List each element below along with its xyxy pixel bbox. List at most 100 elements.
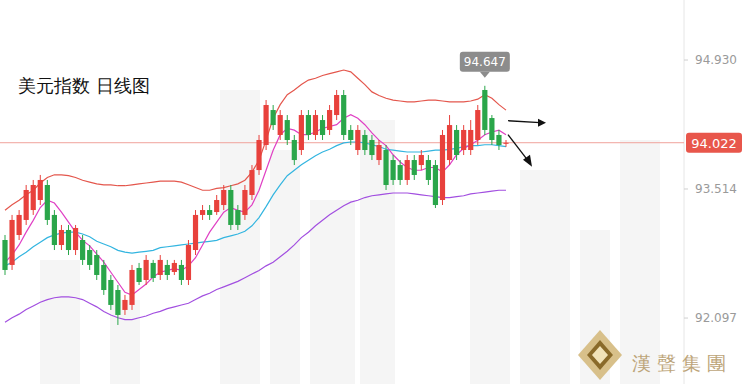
- candle-body: [419, 155, 424, 165]
- candle-body: [341, 95, 346, 135]
- candle-body: [193, 215, 198, 250]
- building: [310, 200, 355, 384]
- candle-body: [94, 255, 99, 275]
- candle-body: [334, 95, 339, 115]
- candle-body: [66, 230, 71, 250]
- candle-body: [263, 105, 268, 145]
- y-tick: [684, 60, 688, 61]
- candle-body: [503, 143, 508, 144]
- candle-body: [214, 200, 219, 212]
- candle-body: [101, 265, 106, 290]
- candle-body: [122, 300, 127, 310]
- candle-body: [221, 190, 226, 205]
- candle-body: [108, 280, 113, 305]
- candle-body: [475, 110, 480, 140]
- candle-body: [299, 115, 304, 150]
- candle-body: [256, 140, 261, 170]
- logo-inner: [587, 340, 613, 370]
- band-line: [5, 142, 506, 266]
- candle-body: [172, 263, 177, 272]
- high-label-box: [460, 52, 510, 72]
- y-tick-label: 92.097: [695, 311, 737, 325]
- logo-diamond: [578, 330, 622, 380]
- building: [470, 210, 510, 384]
- chart-wrap: 94.93093.51492.09794.64794.022漢聲集團美元指数 日…: [0, 0, 742, 384]
- candle-body: [207, 210, 212, 215]
- candle-body: [376, 145, 381, 160]
- candle-body: [2, 240, 7, 270]
- building: [620, 140, 660, 384]
- building: [360, 120, 395, 384]
- candle-body: [320, 120, 325, 135]
- candle-body: [151, 263, 156, 278]
- candle-body: [468, 130, 473, 150]
- candle-body: [278, 115, 283, 135]
- candle-body: [249, 170, 254, 195]
- band-line: [5, 190, 506, 322]
- candle-body: [369, 140, 374, 155]
- candle-body: [80, 240, 85, 260]
- y-tick-label: 94.930: [695, 53, 737, 67]
- candle-body: [398, 165, 403, 180]
- arrow-down: [508, 135, 528, 161]
- candle-body: [306, 115, 311, 135]
- high-label: 94.647: [464, 55, 506, 69]
- candle-body: [24, 190, 29, 220]
- candle-body: [228, 190, 233, 225]
- y-axis-line: [684, 0, 685, 384]
- plot-area: [0, 70, 684, 325]
- logo-core: [592, 346, 608, 364]
- title: 美元指数 日线图: [18, 75, 150, 96]
- candle-body: [59, 230, 64, 245]
- arrow-right: [508, 121, 540, 123]
- building: [520, 170, 570, 384]
- candle-body: [426, 160, 431, 180]
- candle-body: [9, 220, 14, 265]
- candle-body: [412, 160, 417, 175]
- candle-body: [405, 160, 410, 180]
- candle-body: [45, 185, 50, 220]
- candle-body: [489, 118, 494, 140]
- high-label-pointer: [480, 72, 490, 78]
- candle-body: [158, 260, 163, 275]
- y-tick: [684, 188, 688, 189]
- y-tick: [684, 318, 688, 319]
- band-line: [5, 70, 506, 210]
- candle-body: [383, 150, 388, 185]
- watermark-logo: [578, 330, 622, 380]
- background-decoration: [40, 90, 660, 384]
- candle-body: [165, 265, 170, 275]
- candle-body: [313, 115, 318, 135]
- candle-body: [482, 90, 487, 130]
- candle-body: [496, 135, 501, 145]
- candle-body: [136, 268, 141, 282]
- candle-body: [271, 110, 276, 125]
- candle-body: [362, 135, 367, 150]
- candle-body: [242, 190, 247, 215]
- candle-body: [454, 130, 459, 155]
- building: [40, 260, 80, 384]
- candle-body: [447, 125, 452, 160]
- price-tag: [686, 133, 742, 153]
- candle-body: [31, 185, 36, 210]
- band-line: [5, 115, 506, 295]
- candle-body: [179, 265, 184, 280]
- candle-body: [461, 130, 466, 150]
- candle-body: [327, 110, 332, 130]
- candle-body: [129, 270, 134, 305]
- candle-body: [144, 260, 149, 280]
- candle-body: [433, 165, 438, 205]
- chart: 94.93093.51492.09794.64794.022漢聲集團美元指数 日…: [0, 0, 742, 384]
- candle-body: [186, 245, 191, 280]
- candle-body: [115, 290, 120, 315]
- candle-body: [440, 135, 445, 200]
- arrow-right-head: [538, 119, 546, 127]
- candle-body: [285, 120, 290, 140]
- candle-body: [73, 228, 78, 250]
- candle-body: [292, 140, 297, 160]
- candle-body: [87, 250, 92, 265]
- candle-body: [390, 160, 395, 180]
- price-tag-label: 94.022: [691, 136, 737, 151]
- candle-body: [355, 130, 360, 150]
- candle-body: [348, 130, 353, 140]
